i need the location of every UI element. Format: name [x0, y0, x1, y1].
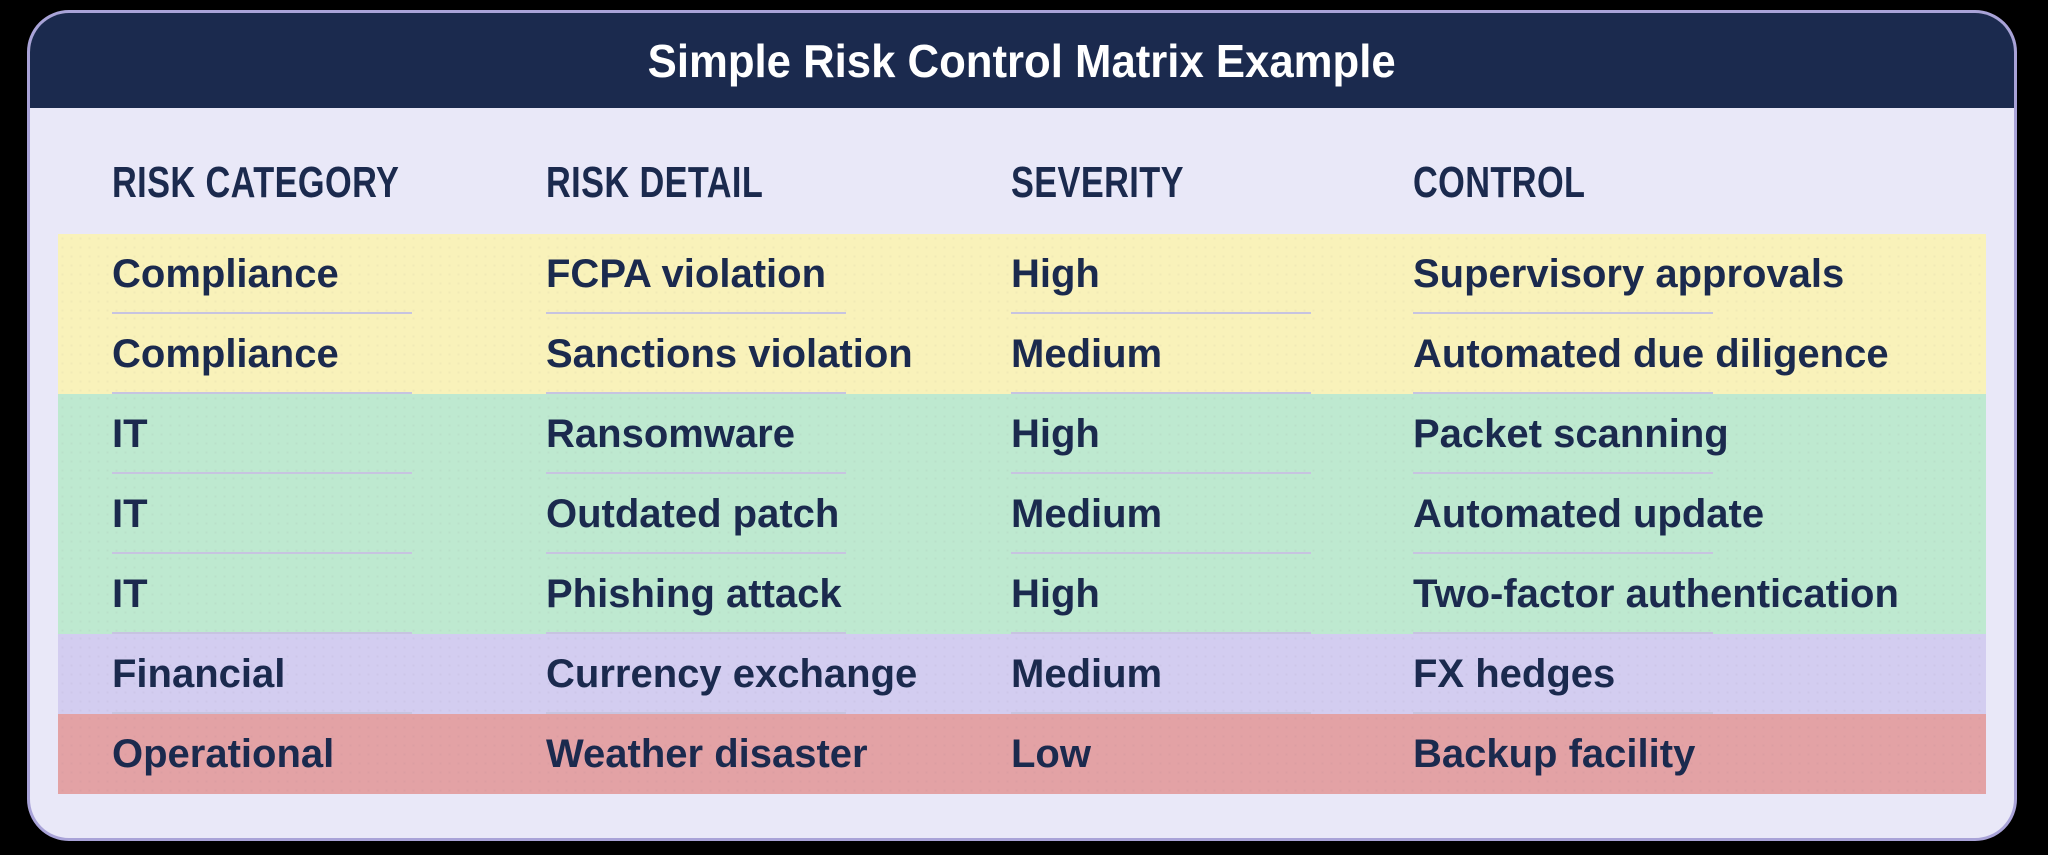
cell-risk-detail: Weather disaster — [546, 731, 868, 776]
table-row: IT Phishing attack High Two-factor authe… — [58, 554, 1986, 634]
column-header-control: CONTROL — [1413, 158, 1586, 207]
column-header-row: RISK CATEGORY RISK DETAIL SEVERITY CONTR… — [58, 108, 1986, 234]
cell-severity: Low — [1011, 731, 1091, 776]
cell-control: Two-factor authentication — [1413, 554, 1986, 634]
cell-risk-category: IT — [112, 474, 546, 554]
cell-risk-detail: Outdated patch — [546, 474, 1011, 554]
cell-severity: Medium — [1011, 634, 1413, 714]
table-row: Compliance FCPA violation High Superviso… — [58, 234, 1986, 314]
table-row: Compliance Sanctions violation Medium Au… — [58, 314, 1986, 394]
cell-severity: Medium — [1011, 314, 1413, 394]
cell-control: FX hedges — [1413, 634, 1986, 714]
card-header-bar: Simple Risk Control Matrix Example — [30, 13, 2014, 108]
cell-risk-category: Financial — [112, 634, 546, 714]
cell-severity: Medium — [1011, 474, 1413, 554]
cell-risk-detail: Ransomware — [546, 394, 1011, 474]
cell-control: Automated due diligence — [1413, 314, 1986, 394]
cell-control: Backup facility — [1413, 731, 1696, 776]
table-row: IT Ransomware High Packet scanning — [58, 394, 1986, 474]
table-row: Operational Weather disaster Low Backup … — [58, 714, 1986, 794]
cell-risk-category: IT — [112, 394, 546, 474]
cell-risk-detail: Sanctions violation — [546, 314, 1011, 394]
cell-control: Automated update — [1413, 474, 1986, 554]
column-header-severity: SEVERITY — [1011, 158, 1184, 207]
page-title: Simple Risk Control Matrix Example — [648, 34, 1396, 87]
cell-risk-category: IT — [112, 554, 546, 634]
cell-risk-detail: FCPA violation — [546, 234, 1011, 314]
column-header-risk-category: RISK CATEGORY — [112, 158, 400, 207]
cell-control: Packet scanning — [1413, 394, 1986, 474]
cell-severity: High — [1011, 394, 1413, 474]
risk-matrix-card: Simple Risk Control Matrix Example RISK … — [27, 10, 2017, 841]
cell-severity: High — [1011, 554, 1413, 634]
cell-control: Supervisory approvals — [1413, 234, 1986, 314]
risk-matrix-table: RISK CATEGORY RISK DETAIL SEVERITY CONTR… — [58, 108, 1986, 794]
cell-risk-detail: Phishing attack — [546, 554, 1011, 634]
cell-risk-category: Compliance — [112, 234, 546, 314]
table-row: IT Outdated patch Medium Automated updat… — [58, 474, 1986, 554]
cell-risk-detail: Currency exchange — [546, 634, 1011, 714]
column-header-risk-detail: RISK DETAIL — [546, 158, 764, 207]
cell-risk-category: Operational — [112, 731, 335, 776]
table-row: Financial Currency exchange Medium FX he… — [58, 634, 1986, 714]
cell-severity: High — [1011, 234, 1413, 314]
cell-risk-category: Compliance — [112, 314, 546, 394]
